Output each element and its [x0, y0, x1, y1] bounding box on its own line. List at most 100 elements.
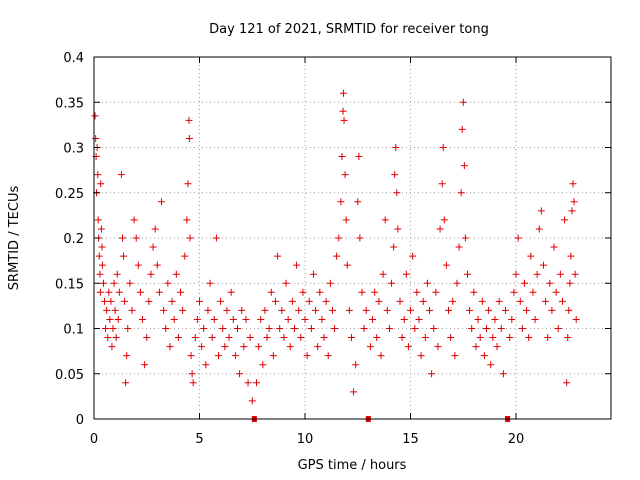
- data-point: [350, 388, 358, 396]
- x-tick-label: 0: [90, 432, 98, 447]
- data-point: [186, 234, 194, 242]
- data-point: [419, 297, 427, 305]
- data-point: [393, 189, 401, 197]
- data-point: [320, 334, 328, 342]
- data-point: [417, 352, 425, 360]
- data-point: [328, 306, 336, 314]
- data-point: [432, 288, 440, 296]
- y-axis-label: SRMTID / TECUs: [7, 186, 22, 291]
- data-point: [381, 216, 389, 224]
- data-point: [246, 334, 254, 342]
- data-point: [514, 234, 522, 242]
- data-point: [478, 297, 486, 305]
- data-point: [98, 243, 106, 251]
- data-point: [394, 225, 402, 233]
- data-point: [92, 134, 100, 142]
- data-point: [518, 325, 526, 332]
- data-point: [347, 334, 355, 342]
- data-point: [122, 379, 130, 387]
- data-point: [343, 261, 351, 269]
- data-point: [525, 334, 533, 342]
- data-point: [227, 288, 235, 296]
- data-point: [396, 297, 404, 305]
- data-point: [130, 216, 138, 224]
- data-point: [269, 352, 277, 360]
- data-point: [185, 134, 193, 142]
- data-point: [149, 243, 157, 251]
- data-point: [339, 89, 347, 97]
- data-point: [99, 279, 107, 287]
- data-point: [274, 252, 282, 260]
- data-point: [491, 315, 499, 323]
- data-point: [97, 180, 105, 188]
- data-point: [362, 306, 370, 314]
- data-point: [94, 171, 102, 179]
- data-point: [499, 370, 507, 378]
- data-point: [398, 334, 406, 342]
- data-point: [248, 397, 256, 405]
- data-point: [263, 334, 271, 342]
- data-point: [352, 361, 360, 369]
- data-point: [200, 325, 208, 332]
- data-point: [145, 297, 153, 305]
- data-point: [460, 162, 468, 170]
- data-point: [121, 297, 129, 305]
- data-point: [164, 279, 172, 287]
- data-point: [449, 297, 457, 305]
- data-point: [324, 352, 332, 360]
- data-point: [282, 279, 290, 287]
- data-point: [98, 261, 106, 269]
- data-point: [558, 297, 566, 305]
- data-point: [147, 270, 155, 278]
- data-point: [193, 315, 201, 323]
- y-tick-label: 0.05: [55, 368, 84, 383]
- data-point: [117, 171, 125, 179]
- data-point: [96, 288, 104, 296]
- data-point: [115, 288, 123, 296]
- data-point: [162, 325, 170, 332]
- data-point: [480, 352, 488, 360]
- data-point: [108, 343, 116, 351]
- data-point: [571, 270, 579, 278]
- data-point: [136, 288, 144, 296]
- data-point: [438, 180, 446, 188]
- data-point: [506, 334, 514, 342]
- y-tick-label: 0.25: [55, 187, 84, 202]
- data-point: [337, 198, 345, 206]
- data-point: [238, 306, 246, 314]
- data-point: [185, 116, 193, 124]
- data-point: [187, 352, 195, 360]
- data-point: [453, 279, 461, 287]
- y-tick-label: 0.2: [63, 232, 84, 247]
- data-points: [91, 89, 580, 405]
- data-point: [120, 252, 128, 260]
- data-point: [489, 334, 497, 342]
- data-point: [172, 270, 180, 278]
- data-point: [242, 315, 250, 323]
- data-point: [252, 379, 260, 387]
- data-point: [305, 297, 313, 305]
- data-point: [345, 306, 353, 314]
- data-point: [476, 334, 484, 342]
- chart-title: Day 121 of 2021, SRMTID for receiver ton…: [209, 22, 489, 37]
- data-point: [202, 361, 210, 369]
- data-point: [141, 361, 149, 369]
- data-point: [458, 125, 466, 133]
- data-point: [392, 144, 400, 151]
- data-point: [257, 315, 265, 323]
- data-point: [426, 306, 434, 314]
- data-point: [556, 270, 564, 278]
- data-point: [318, 315, 326, 323]
- data-point: [529, 288, 537, 296]
- data-point: [290, 325, 298, 332]
- data-point: [177, 288, 185, 296]
- data-point: [240, 343, 248, 351]
- data-point: [111, 306, 119, 314]
- y-tick-label: 0.4: [63, 51, 84, 66]
- data-point: [356, 234, 364, 242]
- data-point: [316, 288, 324, 296]
- data-point: [189, 379, 197, 387]
- data-point: [436, 225, 444, 233]
- y-tick-label: 0.3: [63, 142, 84, 157]
- data-point: [113, 270, 121, 278]
